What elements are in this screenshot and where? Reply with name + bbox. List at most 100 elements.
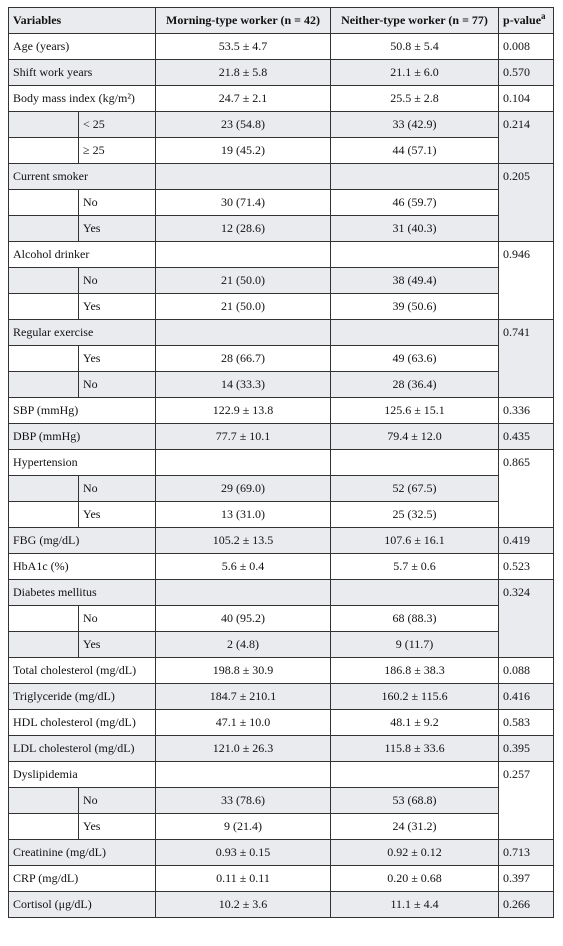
table-cell: 12 (28.6)	[155, 215, 332, 242]
table-row: Shift work years 21.8 ± 5.8 21.1 ± 6.0 0.57…	[7, 59, 555, 86]
table-cell: 0.946	[498, 241, 555, 320]
table-cell	[155, 761, 332, 788]
table-cell: 21 (50.0)	[155, 293, 332, 320]
table-cell: No	[77, 267, 157, 294]
table-row: SBP (mmHg) 122.9 ± 13.8 125.6 ± 15.1 0.336	[7, 397, 555, 424]
table-cell: Regular exercise	[7, 319, 157, 346]
table-cell: 0.713	[498, 839, 555, 866]
table-row: Age (years) 53.5 ± 4.7 50.8 ± 5.4 0.008	[7, 33, 555, 60]
header-cell: Variables	[7, 7, 157, 34]
table-cell	[155, 449, 332, 476]
table-cell	[330, 241, 500, 268]
table-cell: Shift work years	[7, 59, 157, 86]
data-table: Variables Morning-type worker (n = 42) N…	[7, 7, 555, 918]
table-cell: 0.397	[498, 865, 555, 892]
table-cell	[330, 449, 500, 476]
table-row: Triglyceride (mg/dL) 184.7 ± 210.1 160.2 ±…	[7, 683, 555, 710]
table-cell: 47.1 ± 10.0	[155, 709, 332, 736]
table-row: CRP (mg/dL) 0.11 ± 0.11 0.20 ± 0.68 0.397	[7, 865, 555, 892]
table-cell: 79.4 ± 12.0	[330, 423, 500, 450]
table-row: Yes 28 (66.7) 49 (63.6)	[8, 345, 554, 372]
table-cell: 0.088	[498, 657, 555, 684]
header-cell: Neither-type worker (n = 77)	[330, 7, 500, 34]
table-cell: No	[77, 605, 157, 632]
table-cell: 0.92 ± 0.12	[330, 839, 500, 866]
table-cell: 105.2 ± 13.5	[155, 527, 332, 554]
table-cell: 48.1 ± 9.2	[330, 709, 500, 736]
table-cell: 115.8 ± 33.6	[330, 735, 500, 762]
table-cell	[8, 631, 79, 658]
table-row: No 33 (78.6) 53 (68.8)	[8, 787, 554, 814]
table-cell: Yes	[77, 631, 157, 658]
table-cell: ≥ 25	[77, 137, 157, 164]
table-cell: LDL cholesterol (mg/dL)	[7, 735, 157, 762]
table-cell: 21.1 ± 6.0	[330, 59, 500, 86]
table-row: Creatinine (mg/dL) 0.93 ± 0.15 0.92 ± 0.12…	[7, 839, 555, 866]
table-cell	[8, 787, 79, 814]
table-cell: 28 (66.7)	[155, 345, 332, 372]
table-cell: 0.205	[498, 163, 555, 242]
table-cell	[155, 319, 332, 346]
table-cell	[8, 813, 79, 840]
table-row: Current smoker 0.205	[7, 163, 555, 242]
table-cell: No	[77, 371, 157, 398]
table-cell: 14 (33.3)	[155, 371, 332, 398]
header-row: Variables Morning-type worker (n = 42) N…	[7, 7, 555, 34]
table-cell: 53.5 ± 4.7	[155, 33, 332, 60]
table-cell: Yes	[77, 215, 157, 242]
table-cell: Age (years)	[7, 33, 157, 60]
table-row: ≥ 25 19 (45.2) 44 (57.1)	[8, 137, 554, 164]
table-cell	[330, 761, 500, 788]
table-row: Yes 2 (4.8) 9 (11.7)	[8, 631, 554, 658]
table-cell: No	[77, 787, 157, 814]
table-cell: 121.0 ± 26.3	[155, 735, 332, 762]
table-cell: 0.570	[498, 59, 555, 86]
table-cell	[330, 319, 500, 346]
table-cell: 0.20 ± 0.68	[330, 865, 500, 892]
table-cell: Yes	[77, 501, 157, 528]
table-row: No 21 (50.0) 38 (49.4)	[8, 267, 554, 294]
table-row: Cortisol (μg/dL) 10.2 ± 3.6 11.1 ± 4.4 0.26…	[7, 891, 555, 918]
table-cell: 52 (67.5)	[330, 475, 500, 502]
table-cell: 0.741	[498, 319, 555, 398]
table-cell: 0.266	[498, 891, 555, 918]
table-cell: 46 (59.7)	[330, 189, 500, 216]
table-row: FBG (mg/dL) 105.2 ± 13.5 107.6 ± 16.1 0.419	[7, 527, 555, 554]
table-cell	[155, 241, 332, 268]
table-cell	[155, 579, 332, 606]
table-cell: 9 (11.7)	[330, 631, 500, 658]
table-cell: HbA1c (%)	[7, 553, 157, 580]
table-cell: Body mass index (kg/m²)	[7, 85, 157, 112]
table-row: Body mass index (kg/m²) 24.7 ± 2.1 25.5 ± …	[7, 85, 555, 112]
table-row: Yes 12 (28.6) 31 (40.3)	[8, 215, 554, 242]
table-cell	[8, 215, 79, 242]
table-cell: 0.435	[498, 423, 555, 450]
table-cell: 24 (31.2)	[330, 813, 500, 840]
table-cell: 23 (54.8)	[155, 111, 332, 138]
table-cell: Dyslipidemia	[7, 761, 157, 788]
table-row: Diabetes mellitus 0.324	[7, 579, 555, 658]
table-cell: 125.6 ± 15.1	[330, 397, 500, 424]
table-cell: 29 (69.0)	[155, 475, 332, 502]
table-cell: 50.8 ± 5.4	[330, 33, 500, 60]
table-cell: 184.7 ± 210.1	[155, 683, 332, 710]
table-cell: Yes	[77, 345, 157, 372]
table-cell	[330, 163, 500, 190]
table-cell: Current smoker	[7, 163, 157, 190]
table-cell: 5.6 ± 0.4	[155, 553, 332, 580]
table-cell: 122.9 ± 13.8	[155, 397, 332, 424]
table-cell: No	[77, 189, 157, 216]
table-cell: Total cholesterol (mg/dL)	[7, 657, 157, 684]
table-body: Age (years) 53.5 ± 4.7 50.8 ± 5.4 0.008 Shif…	[7, 33, 555, 918]
table-cell: 33 (78.6)	[155, 787, 332, 814]
table-cell: 0.416	[498, 683, 555, 710]
table-cell: 10.2 ± 3.6	[155, 891, 332, 918]
table-cell: 19 (45.2)	[155, 137, 332, 164]
header-cell: Morning-type worker (n = 42)	[155, 7, 332, 34]
table-row: No 40 (95.2) 68 (88.3)	[8, 605, 554, 632]
table-row: No 14 (33.3) 28 (36.4)	[8, 371, 554, 398]
table-cell: 31 (40.3)	[330, 215, 500, 242]
table-cell: 0.395	[498, 735, 555, 762]
table-cell: 0.583	[498, 709, 555, 736]
